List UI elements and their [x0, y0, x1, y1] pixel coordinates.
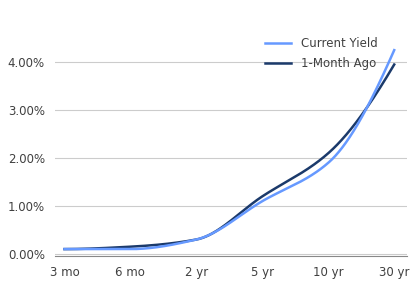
1-Month Ago: [392, 63, 397, 66]
Line: 1-Month Ago: 1-Month Ago: [65, 65, 394, 249]
Legend: Current Yield, 1-Month Ago: Current Yield, 1-Month Ago: [265, 37, 377, 70]
Current Yield: [392, 48, 397, 52]
1-Month Ago: [192, 238, 197, 242]
Line: Current Yield: Current Yield: [65, 50, 394, 249]
1-Month Ago: [102, 246, 107, 250]
Current Yield: [62, 247, 67, 251]
1-Month Ago: [300, 170, 305, 174]
1-Month Ago: [169, 241, 174, 245]
Current Yield: [300, 179, 305, 182]
Y-axis label: Yield: Yield: [0, 127, 4, 165]
Current Yield: [169, 243, 174, 246]
Current Yield: [192, 238, 197, 242]
1-Month Ago: [62, 247, 67, 251]
1-Month Ago: [302, 169, 307, 173]
1-Month Ago: [269, 189, 274, 192]
Current Yield: [102, 247, 107, 251]
Current Yield: [269, 194, 274, 198]
Current Yield: [302, 178, 307, 181]
